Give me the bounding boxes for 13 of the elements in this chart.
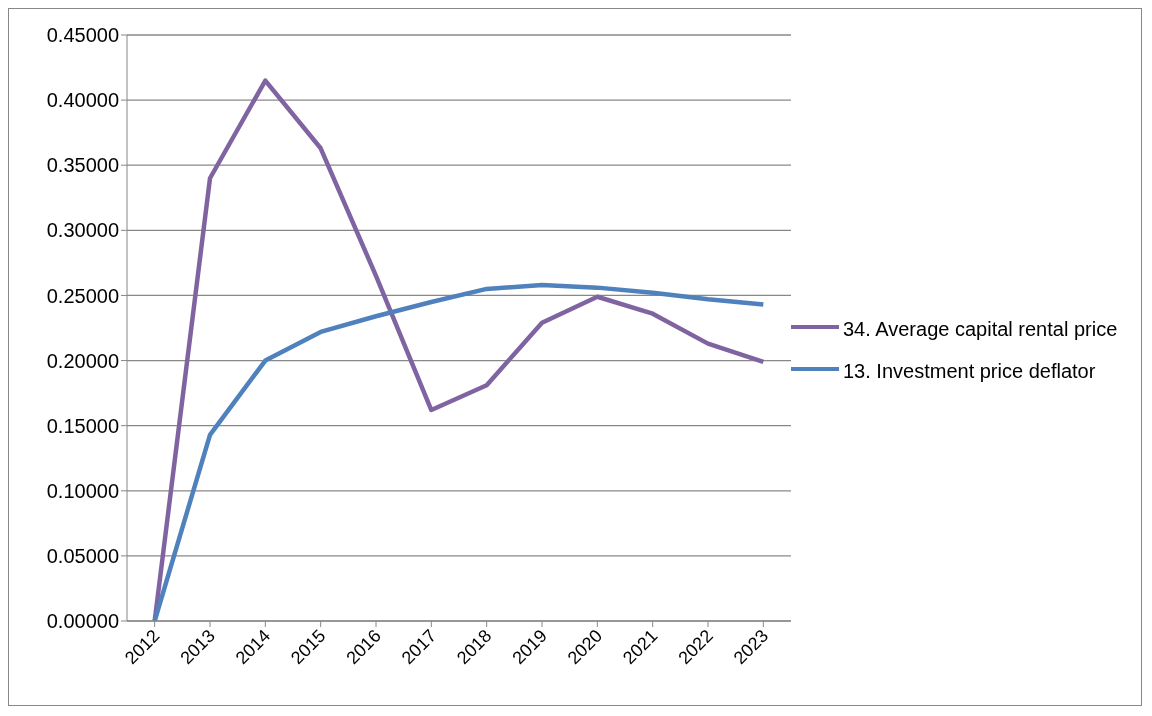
y-tick-label: 0.15000 bbox=[46, 414, 119, 437]
line-series bbox=[152, 282, 766, 621]
legend-label: 34. Average capital rental price bbox=[843, 317, 1118, 342]
y-tick-label: 0.05000 bbox=[46, 544, 119, 567]
y-tick-label: 0.25000 bbox=[46, 284, 119, 307]
legend-label: 13. Investment price deflator bbox=[843, 359, 1096, 384]
y-tick-label: 0.35000 bbox=[46, 154, 119, 177]
y-tick-label: 0.45000 bbox=[46, 24, 119, 47]
y-tick-label: 0.40000 bbox=[46, 89, 119, 112]
y-tick-label: 0.00000 bbox=[46, 610, 119, 633]
y-tick-label: 0.10000 bbox=[46, 479, 119, 502]
y-tick-label: 0.30000 bbox=[46, 219, 119, 242]
y-tick-label: 0.20000 bbox=[46, 349, 119, 372]
